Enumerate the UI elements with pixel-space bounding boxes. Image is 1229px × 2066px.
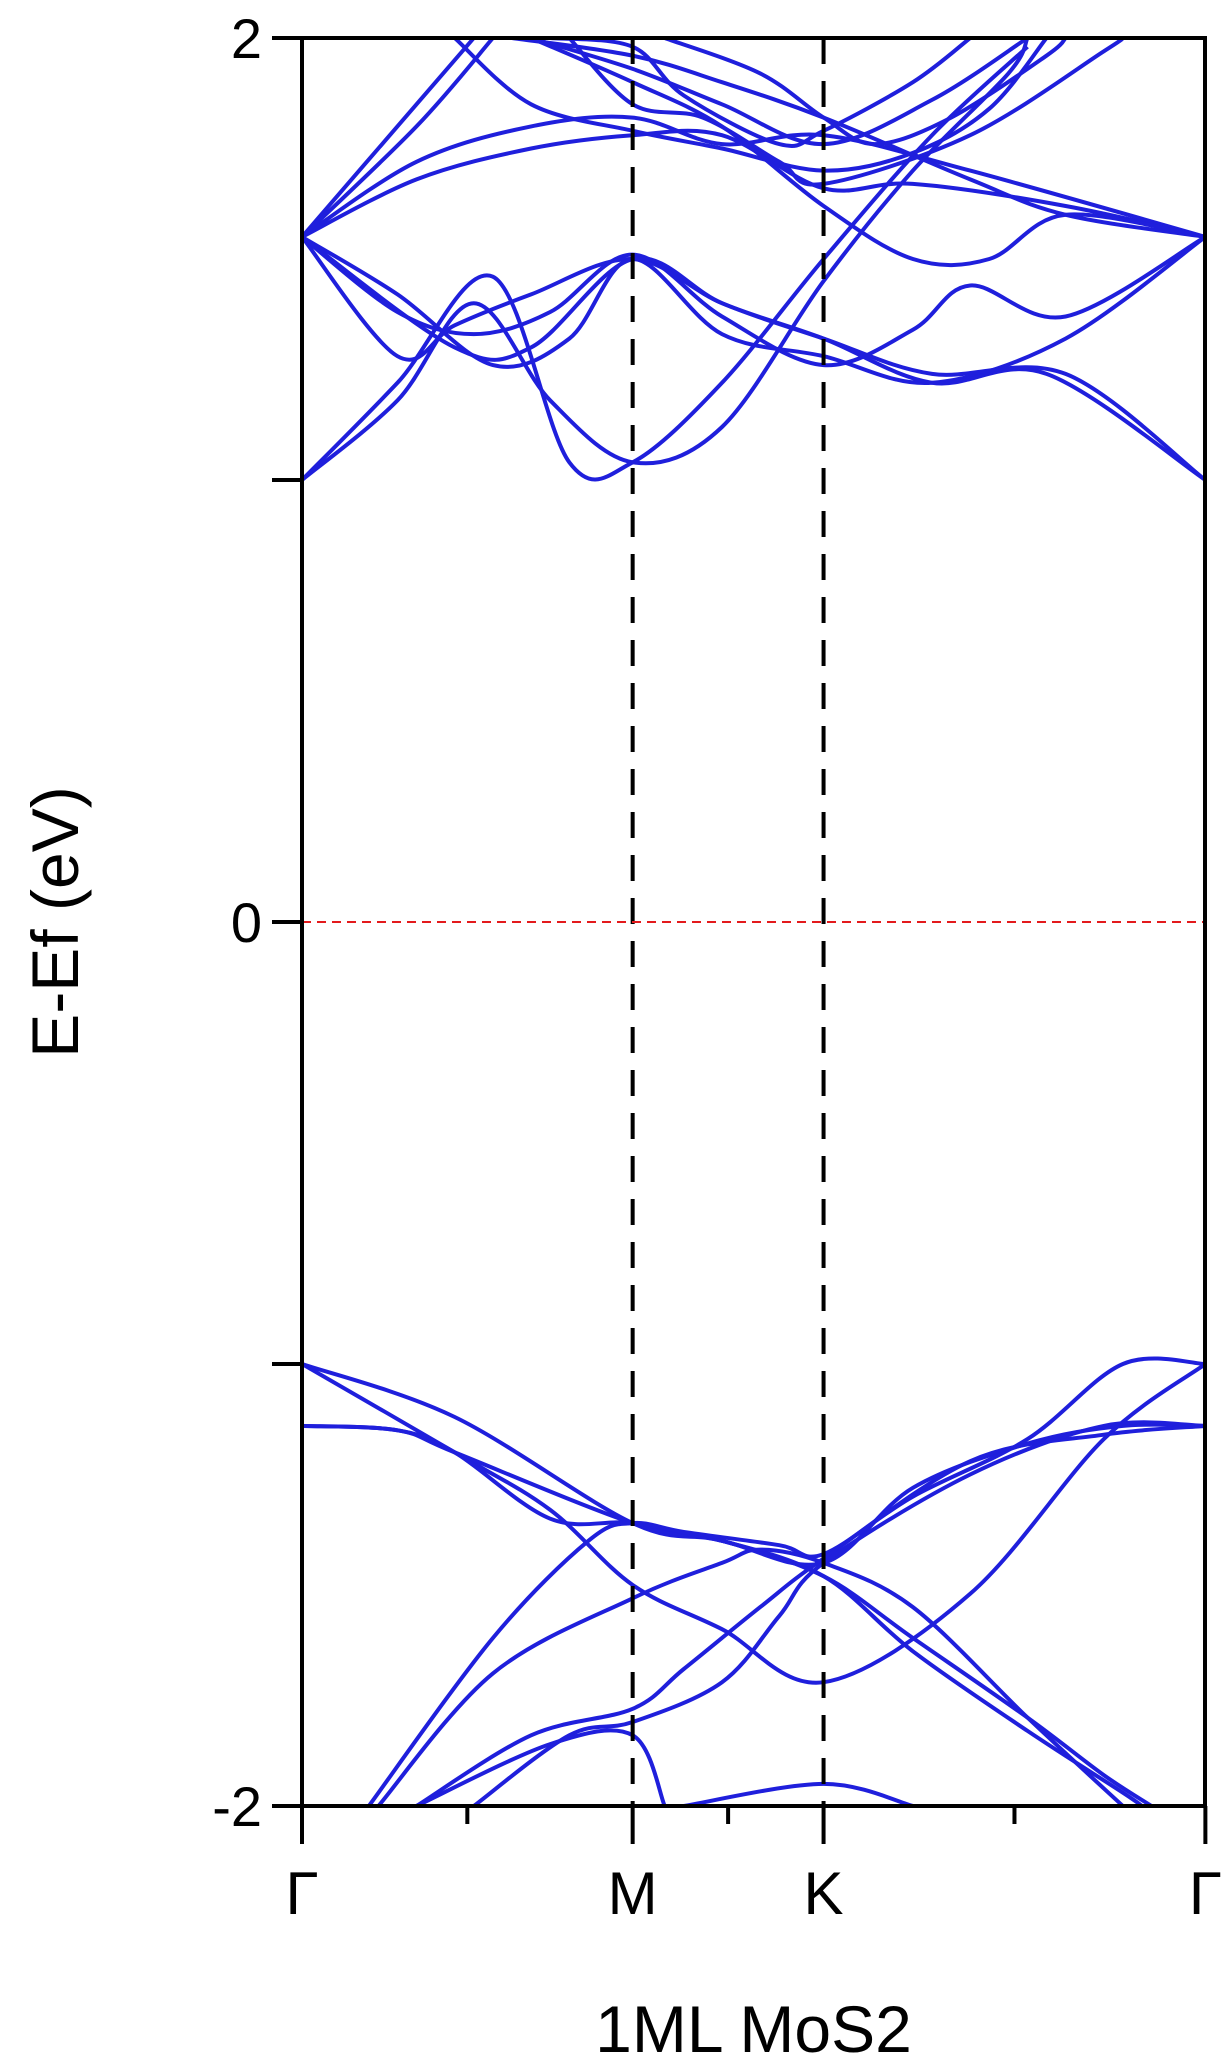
- band-line-20: [302, 38, 495, 239]
- y-axis: -2 0 2: [212, 7, 302, 1838]
- band-line-18: [302, 114, 1205, 239]
- band-line-12: [302, 38, 1030, 482]
- band-line-26: [530, 38, 1205, 268]
- band-line-5: [367, 1356, 1205, 1806]
- band-line-7: [415, 1423, 1205, 1806]
- band-line-4: [302, 1422, 1205, 1567]
- band-line-17: [302, 128, 1205, 239]
- band-line-6: [376, 1547, 1125, 1806]
- band-line-10: [683, 1781, 914, 1806]
- x-axis-label: 1ML MoS2: [595, 1992, 912, 2066]
- y-axis-label: E-Ef (eV): [18, 786, 92, 1057]
- band-line-22: [549, 38, 972, 148]
- y-tick-label: 0: [231, 891, 262, 954]
- band-line-8: [472, 1420, 1205, 1806]
- band-line-16: [302, 235, 1205, 482]
- band-line-14: [302, 235, 1205, 368]
- band-line-21: [453, 38, 1049, 173]
- x-tick-label-4: Γ: [1189, 1860, 1222, 1927]
- bands-layer: [302, 38, 1205, 1806]
- x-tick-label-2: M: [608, 1860, 658, 1927]
- band-line-24: [530, 38, 1029, 147]
- band-line-9: [415, 1728, 667, 1806]
- band-line-25: [567, 38, 1125, 187]
- y-tick-label: 2: [231, 7, 262, 70]
- x-tick-label-1: Γ: [285, 1860, 318, 1927]
- y-tick-label: -2: [212, 1775, 262, 1838]
- band-line-27: [664, 38, 1068, 147]
- x-tick-label-3: K: [804, 1860, 844, 1927]
- band-line-1: [302, 1362, 1205, 1685]
- band-line-19: [302, 38, 476, 239]
- band-line-3: [302, 1423, 1144, 1806]
- band-line-15: [302, 235, 1205, 482]
- band-line-13: [302, 235, 1205, 386]
